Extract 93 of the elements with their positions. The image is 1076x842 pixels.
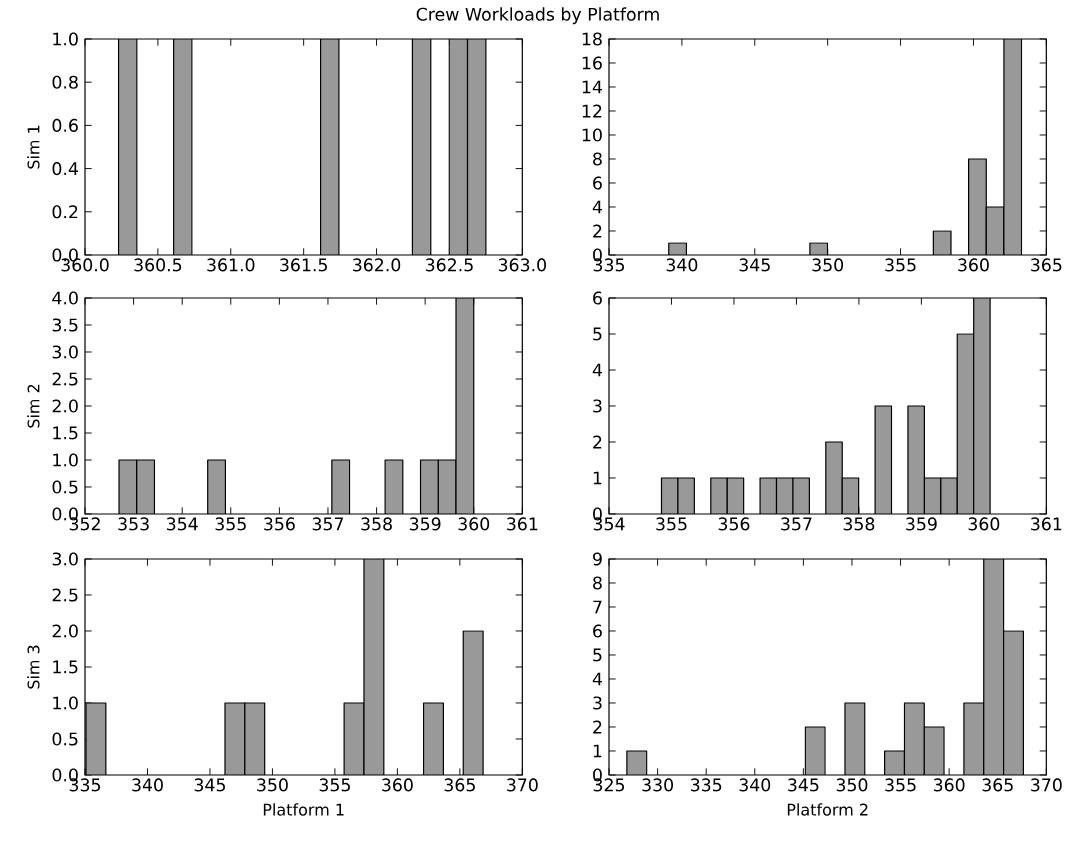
x-tick-label: 354 [166,517,198,531]
y-tick-label: 10 [582,128,602,142]
x-tick-label: 340 [739,778,771,792]
y-tick-label: 0.2 [52,205,78,219]
y-tick-label: 4.0 [52,291,78,305]
y-tick-label: 18 [582,32,602,46]
x-tick-label: 359 [409,517,441,531]
x-tick-label: 362.0 [353,258,401,272]
x-tick-label: 361.5 [280,258,327,272]
x-axis-title: Platform 2 [787,803,868,816]
x-tick-label: 361 [507,517,538,531]
x-tick-label: 361.0 [207,258,255,272]
x-tick-label: 360 [968,517,1000,531]
x-tick-label: 357 [781,517,812,531]
x-tick-label: 340 [132,778,163,792]
x-tick-label: 350 [836,778,868,792]
y-axis-title: Sim 1 [27,125,40,169]
x-tick-label: 340 [666,258,698,272]
x-tick-label: 360 [458,517,490,531]
y-tick-label: 5 [593,327,602,341]
y-axis-title: Sim 3 [27,645,40,689]
y-tick-label: 4 [592,200,602,214]
y-tick-label: 1.5 [53,426,78,440]
y-tick-label: 4 [592,363,602,377]
x-tick-label: 359 [906,517,937,531]
y-tick-label: 2.5 [52,588,78,602]
y-tick-label: 5 [593,648,602,662]
y-tick-label: 1.0 [53,32,78,46]
y-tick-label: 0.4 [52,162,78,176]
x-tick-label: 358 [843,517,875,531]
x-tick-label: 355 [319,778,350,792]
y-tick-label: 0.6 [52,118,78,132]
x-tick-label: 365 [982,778,1013,792]
y-tick-label: 3 [593,696,602,710]
y-tick-label: 6 [593,624,602,638]
x-axis-title: Platform 1 [263,803,344,816]
y-tick-label: 2.0 [52,399,78,413]
x-tick-label: 353 [118,517,149,531]
y-tick-label: 2 [593,720,602,734]
y-tick-label: 12 [582,104,602,118]
x-tick-label: 355 [885,778,916,792]
y-tick-label: 1.0 [53,453,78,467]
x-tick-label: 356 [264,517,295,531]
x-tick-label: 335 [690,778,722,792]
x-tick-label: 362.5 [425,258,473,272]
x-tick-label: 345 [739,258,770,272]
y-tick-label: 0.5 [52,732,78,746]
y-tick-label: 3.0 [52,552,78,566]
y-tick-label: 6 [593,291,602,305]
x-tick-label: 360 [933,778,965,792]
y-tick-label: 1.0 [53,696,78,710]
y-tick-label: 14 [582,80,602,94]
x-tick-label: 356 [718,517,750,531]
y-tick-label: 0.5 [52,480,78,494]
x-tick-label: 360.5 [134,258,182,272]
x-tick-label: 330 [642,778,673,792]
x-tick-label: 357 [312,517,344,531]
y-axis-title: Sim 2 [27,384,40,428]
x-tick-label: 350 [257,778,288,792]
x-tick-label: 355 [656,517,687,531]
x-tick-label: 360 [958,258,989,272]
x-tick-label: 370 [507,778,538,792]
y-tick-label: 4 [592,672,602,686]
y-tick-label: 0.8 [52,75,78,89]
y-tick-label: 2.0 [52,624,78,638]
y-tick-label: 2.5 [52,372,78,386]
y-tick-label: 2 [593,224,602,238]
y-tick-label: 3.5 [52,318,78,332]
x-tick-label: 345 [194,778,225,792]
x-tick-label: 370 [1031,778,1062,792]
x-tick-label: 360 [382,778,413,792]
y-tick-label: 8 [593,576,602,590]
chart-title: Crew Workloads by Platform [416,7,659,25]
x-tick-label: 365 [444,778,475,792]
y-tick-label: 1 [593,744,602,758]
x-tick-label: 355 [215,517,246,531]
x-tick-label: 363.0 [498,258,546,272]
x-tick-label: 361 [1031,517,1062,531]
y-tick-label: 1.5 [53,660,78,674]
x-tick-label: 358 [361,517,392,531]
x-tick-label: 355 [885,258,916,272]
y-tick-label: 3.0 [52,345,78,359]
y-tick-label: 6 [593,176,602,190]
y-tick-label: 7 [593,600,602,614]
y-tick-label: 1 [593,471,602,485]
y-tick-label: 8 [593,152,602,166]
y-tick-label: 2 [593,435,602,449]
x-tick-label: 365 [1031,258,1062,272]
x-tick-label: 345 [788,778,819,792]
y-tick-label: 9 [593,552,602,566]
y-tick-label: 3 [593,399,602,413]
x-tick-label: 350 [812,258,844,272]
y-tick-label: 16 [582,56,602,70]
